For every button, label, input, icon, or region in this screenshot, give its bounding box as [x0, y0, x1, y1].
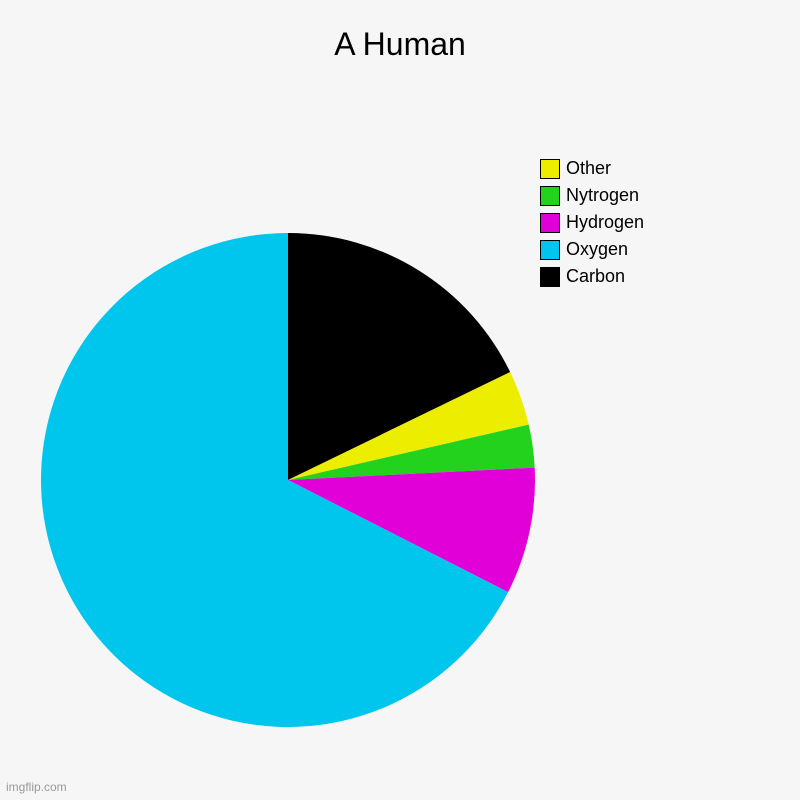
legend-swatch [540, 267, 560, 287]
legend-label: Oxygen [566, 239, 628, 260]
legend-label: Nytrogen [566, 185, 639, 206]
legend-item: Other [540, 158, 644, 179]
pie-chart [0, 0, 800, 805]
legend-item: Carbon [540, 266, 644, 287]
legend-swatch [540, 240, 560, 260]
legend-label: Other [566, 158, 611, 179]
legend-swatch [540, 213, 560, 233]
legend-item: Oxygen [540, 239, 644, 260]
legend-item: Nytrogen [540, 185, 644, 206]
legend-item: Hydrogen [540, 212, 644, 233]
legend-swatch [540, 186, 560, 206]
chart-container: A Human OtherNytrogenHydrogenOxygenCarbo… [0, 0, 800, 800]
legend-swatch [540, 159, 560, 179]
legend-label: Hydrogen [566, 212, 644, 233]
legend: Other Nytrogen Hydrogen Oxygen Carbon [540, 158, 644, 293]
legend-label: Carbon [566, 266, 625, 287]
watermark: imgflip.com [6, 780, 67, 794]
